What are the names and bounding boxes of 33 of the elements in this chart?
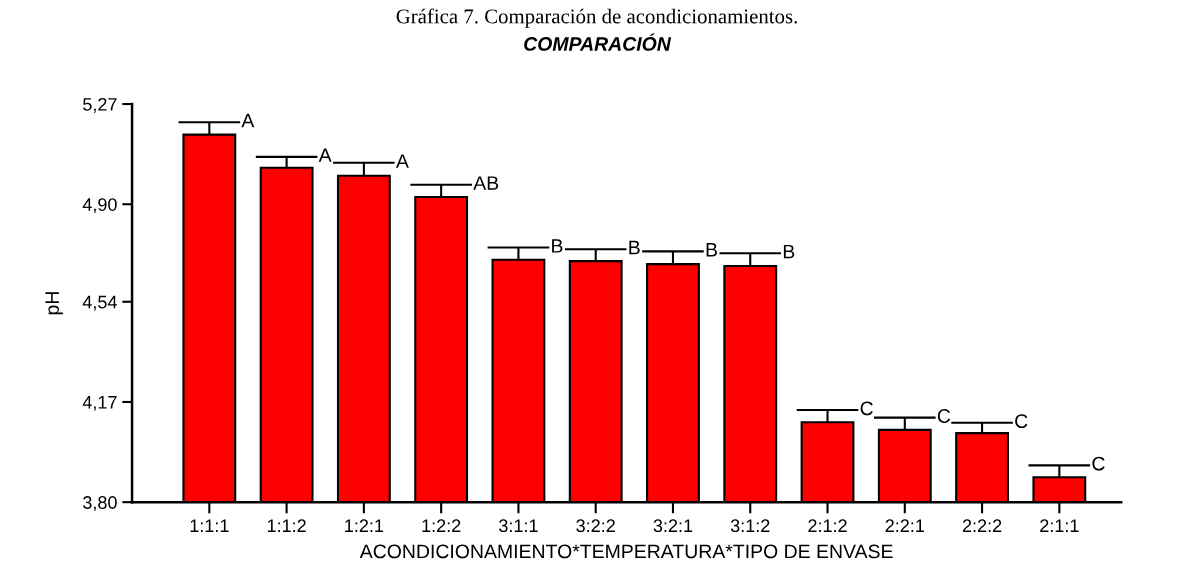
annotation: B: [783, 244, 795, 259]
annotation: C: [1092, 456, 1105, 471]
y-tick-label: 4,90: [82, 198, 117, 214]
x-axis-title: ACONDICIONAMIENTO*TEMPERATURA*TIPO DE ENVASE: [359, 544, 893, 559]
y-tick-label: 4,17: [82, 396, 117, 411]
annotation: C: [937, 409, 951, 423]
annotation: A: [318, 148, 332, 162]
x-tick-label: 1:2:2: [422, 519, 461, 532]
x-tick-label: 2:1:2: [808, 519, 847, 532]
annotation: B: [552, 239, 563, 253]
x-tick-label: 1:1:2: [267, 519, 306, 532]
x-tick-label: 3:2:1: [653, 519, 693, 533]
x-tick-label: 3:1:2: [730, 519, 770, 533]
annotation: C: [860, 401, 873, 416]
annotation: C: [1015, 414, 1028, 429]
annotation: B: [629, 240, 640, 255]
x-tick-label: 3:2:2: [576, 519, 615, 533]
x-tick-label: 1:1:1: [190, 519, 229, 532]
y-tick-label: 4,54: [82, 295, 117, 311]
chart-title: Gráfica 7. Comparación de acondicionamientos.: [396, 8, 797, 28]
x-tick-label: 2:2:1: [885, 519, 924, 532]
x-tick-label: 2:2:2: [962, 519, 1002, 532]
annotation: A: [241, 113, 255, 128]
annotation: AB: [473, 176, 499, 190]
x-tick-label: 1:2:1: [345, 519, 384, 532]
chart-subtitle: COMPARACIÓN: [524, 33, 672, 51]
y-tick-label: 3,80: [83, 496, 117, 512]
y-axis-title: pH: [45, 292, 63, 315]
y-tick-label: 5,27: [83, 97, 117, 113]
annotation: B: [706, 243, 717, 257]
x-tick-label: 3:1:1: [499, 519, 538, 533]
x-tick-label: 2:1:1: [1040, 519, 1079, 532]
annotation: A: [395, 154, 409, 168]
